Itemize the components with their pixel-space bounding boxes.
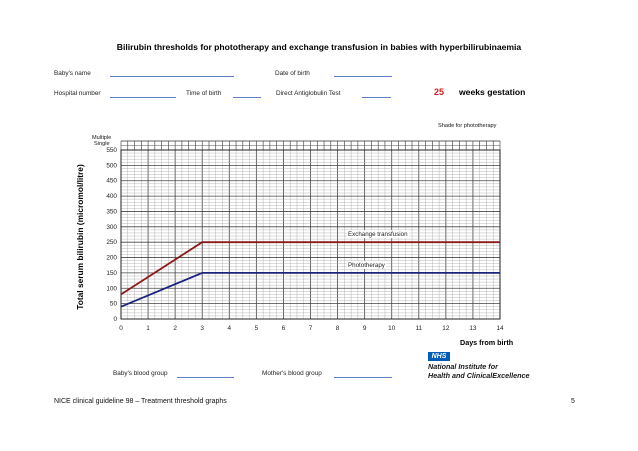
- y-tick-label: 350: [106, 208, 117, 215]
- x-tick-label: 3: [200, 325, 204, 332]
- x-tick-label: 6: [282, 325, 286, 332]
- babys-name-field[interactable]: [110, 76, 234, 77]
- babys-blood-group-field[interactable]: [177, 377, 234, 378]
- phototherapy-label: Phototherapy: [348, 262, 386, 269]
- footer-page-number: 5: [571, 398, 575, 405]
- x-tick-label: 4: [228, 325, 232, 332]
- dat-label: Direct Antiglobulin Test: [276, 90, 341, 97]
- y-tick-label: 500: [106, 162, 117, 169]
- y-tick-label: 50: [110, 301, 118, 308]
- x-tick-label: 10: [388, 325, 396, 332]
- exchange-transfusion-line: [120, 241, 500, 296]
- y-tick-label: 100: [106, 285, 117, 292]
- y-tick-label: 150: [106, 270, 117, 277]
- x-tick-label: 5: [255, 325, 259, 332]
- x-tick-label: 11: [415, 325, 422, 332]
- hospital-number-label: Hospital number: [54, 90, 101, 97]
- babys-blood-group-label: Baby's blood group: [113, 370, 168, 377]
- babys-name-label: Baby's name: [54, 70, 91, 77]
- mothers-blood-group-field[interactable]: [334, 377, 392, 378]
- hospital-number-field[interactable]: [110, 97, 176, 98]
- y-tick-label: 550: [106, 147, 117, 154]
- x-tick-label: 14: [496, 325, 504, 332]
- chart-grid: [120, 140, 501, 320]
- time-of-birth-field[interactable]: [233, 97, 261, 98]
- y-tick-label: 450: [106, 178, 117, 185]
- y-tick-label: 250: [106, 239, 117, 246]
- x-tick-label: 7: [309, 325, 313, 332]
- exchange-transfusion-label: Exchange transfusion: [348, 231, 408, 238]
- gestation-label: weeks gestation: [459, 87, 526, 97]
- nice-logo-line2: Health and ClinicalExcellence: [428, 371, 530, 380]
- nhs-logo: NHS: [428, 352, 450, 361]
- y-tick-label: 300: [106, 224, 117, 231]
- date-of-birth-field[interactable]: [334, 76, 392, 77]
- x-tick-label: 1: [146, 325, 150, 332]
- dat-field[interactable]: [362, 97, 391, 98]
- x-tick-label: 12: [442, 325, 450, 332]
- x-axis-label: Days from birth: [460, 338, 514, 347]
- footer-guideline: NICE clinical guideline 98 – Treatment t…: [54, 398, 227, 405]
- shade-for-phototherapy-label: Shade for phototherapy: [438, 123, 497, 129]
- single-label: Single: [94, 141, 110, 147]
- phototherapy-line: [120, 272, 500, 308]
- x-tick-label: 13: [469, 325, 477, 332]
- plot-frame: [120, 149, 501, 320]
- document-title: Bilirubin thresholds for phototherapy an…: [116, 42, 522, 52]
- y-tick-label: 0: [113, 316, 117, 323]
- date-of-birth-label: Date of birth: [275, 70, 310, 77]
- gestation-value: 25: [434, 87, 445, 97]
- time-of-birth-label: Time of birth: [186, 90, 222, 97]
- x-tick-label: 2: [173, 325, 177, 332]
- multiple-label: Multiple: [92, 135, 112, 141]
- mothers-blood-group-label: Mother's blood group: [262, 370, 322, 377]
- y-tick-label: 200: [106, 255, 117, 262]
- x-tick-label: 8: [336, 325, 340, 332]
- y-tick-label: 400: [106, 193, 117, 200]
- nice-logo-line1: National Institute for: [428, 362, 498, 371]
- x-tick-label: 0: [119, 325, 123, 332]
- x-tick-label: 9: [363, 325, 367, 332]
